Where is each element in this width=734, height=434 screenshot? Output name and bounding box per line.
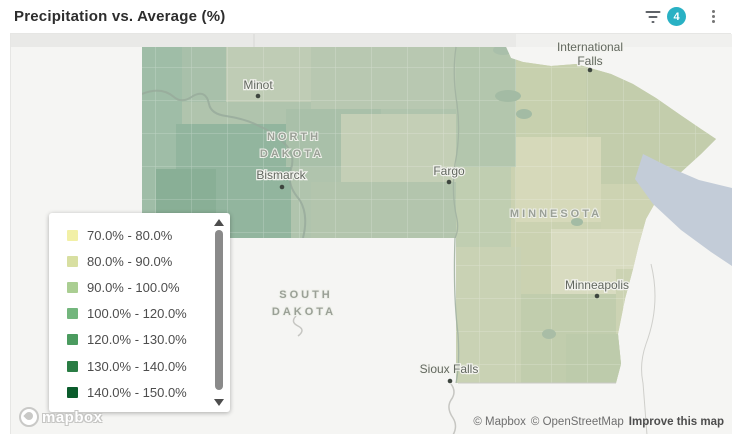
legend-label: 100.0% - 120.0%: [87, 306, 187, 322]
city-marker-minneapolis: [594, 293, 600, 299]
small-lake: [542, 329, 556, 339]
legend-item: 140.0% - 150.0%: [67, 379, 206, 405]
kebab-menu-icon[interactable]: [704, 8, 722, 26]
state-label-north-dakota-1: NORTH: [267, 131, 321, 143]
city-marker-bismarck: [279, 184, 285, 190]
mapbox-logo-icon: [19, 407, 39, 427]
legend-swatch: [67, 255, 78, 267]
wisconsin-border-line: [641, 263, 656, 434]
legend-label: 90.0% - 100.0%: [87, 279, 180, 295]
legend-swatch: [67, 308, 78, 320]
mille-lacs-lake: [571, 218, 583, 226]
legend-swatch: [67, 386, 78, 398]
city-label-minneapolis: Minneapolis: [565, 278, 629, 292]
scroll-thumb[interactable]: [215, 230, 223, 391]
map-container: NORTH DAKOTA MINNESOTA SOUTH DAKOTA Mino…: [10, 33, 732, 434]
city-label-international-falls-2: Falls: [577, 54, 602, 68]
city-marker-sioux-falls: [447, 378, 453, 384]
river-squiggle-sd: [292, 315, 303, 337]
city-label-minot: Minot: [243, 78, 273, 92]
legend-label: 130.0% - 140.0%: [87, 358, 187, 374]
city-marker-minot: [255, 93, 261, 99]
header-actions: 4: [645, 7, 722, 26]
improve-map-link[interactable]: Improve this map: [628, 416, 724, 428]
map-legend: 70.0% - 80.0% 80.0% - 90.0% 90.0% - 100.…: [49, 213, 230, 412]
red-lake: [495, 90, 521, 102]
mapbox-attribution-link[interactable]: © Mapbox: [473, 416, 526, 428]
filter-lines-icon: [645, 10, 661, 23]
mapbox-logo[interactable]: mapbox: [19, 407, 103, 427]
state-label-south-dakota-1: SOUTH: [279, 289, 333, 301]
city-marker-fargo: [446, 179, 452, 185]
legend-swatch: [67, 360, 78, 372]
osm-attribution-link[interactable]: © OpenStreetMap: [530, 416, 624, 428]
legend-label: 70.0% - 80.0%: [87, 227, 173, 243]
legend-item: 120.0% - 130.0%: [67, 327, 206, 353]
canada-region-east: [516, 34, 732, 47]
legend-item: 130.0% - 140.0%: [67, 353, 206, 379]
map-attribution: © Mapbox © OpenStreetMap Improve this ma…: [473, 416, 724, 428]
mapbox-logo-text: mapbox: [42, 408, 103, 426]
red-river-border: [452, 46, 460, 384]
legend-swatch: [67, 334, 78, 346]
city-marker-international-falls: [587, 67, 593, 73]
scroll-track[interactable]: [214, 230, 224, 395]
legend-item: 100.0% - 120.0%: [67, 301, 206, 327]
legend-scrollbar[interactable]: [211, 216, 227, 409]
scroll-up-icon[interactable]: [214, 219, 224, 226]
legend-item: 70.0% - 80.0%: [67, 222, 206, 248]
lake-superior: [635, 154, 732, 266]
canada-region: [11, 34, 516, 47]
state-label-minnesota: MINNESOTA: [510, 208, 602, 220]
filter-button[interactable]: 4: [645, 7, 686, 26]
legend-swatch: [67, 229, 78, 241]
city-label-sioux-falls: Sioux Falls: [420, 362, 479, 376]
legend-label: 140.0% - 150.0%: [87, 384, 187, 400]
city-label-bismarck: Bismarck: [256, 168, 306, 182]
map-canvas[interactable]: NORTH DAKOTA MINNESOTA SOUTH DAKOTA Mino…: [11, 34, 732, 434]
legend-swatch: [67, 281, 78, 293]
leech-lake: [516, 109, 532, 119]
legend-label: 80.0% - 90.0%: [87, 253, 173, 269]
filter-badge: 4: [667, 7, 686, 26]
north-dakota-choropleth[interactable]: [142, 47, 456, 238]
legend-label: 120.0% - 130.0%: [87, 332, 187, 348]
widget-header: Precipitation vs. Average (%) 4: [0, 0, 734, 33]
state-label-north-dakota-2: DAKOTA: [260, 148, 324, 160]
state-label-south-dakota-2: DAKOTA: [272, 306, 336, 318]
city-label-international-falls-1: International: [557, 40, 623, 54]
missouri-river: [142, 89, 307, 238]
legend-item: 90.0% - 100.0%: [67, 274, 206, 300]
legend-item: 80.0% - 90.0%: [67, 248, 206, 274]
city-label-fargo: Fargo: [433, 164, 465, 178]
page-title: Precipitation vs. Average (%): [14, 8, 226, 25]
scroll-down-icon[interactable]: [214, 399, 224, 406]
big-sioux-river: [448, 383, 457, 434]
